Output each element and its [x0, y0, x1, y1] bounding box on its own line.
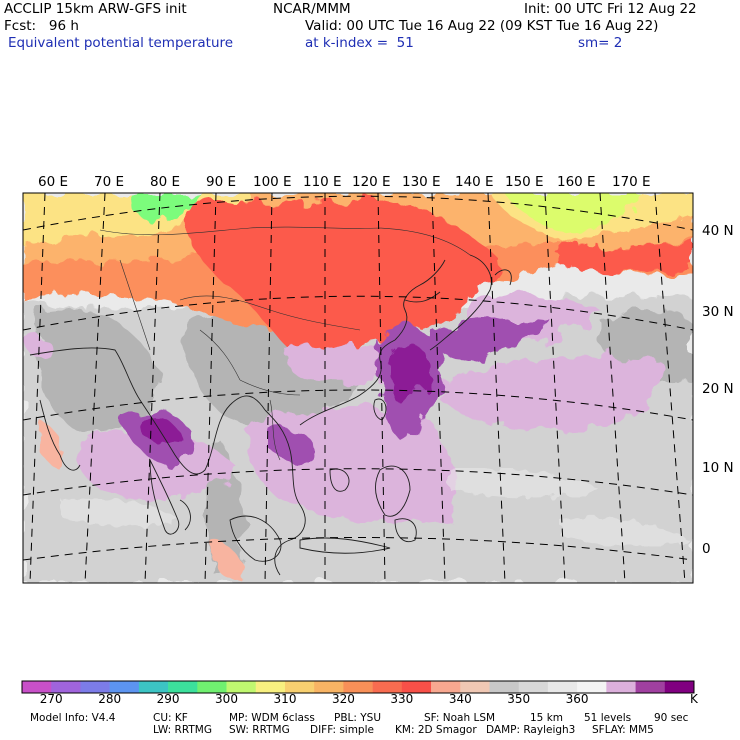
colorbar-cell: [51, 681, 81, 693]
model-info-pbl: PBL: YSU: [334, 712, 382, 724]
model-info-sflay: SFLAY: MM5: [592, 724, 654, 736]
colorbar-tick-label: 340: [449, 692, 472, 706]
lon-label: 110 E: [303, 174, 342, 190]
field-fill: [23, 193, 693, 583]
lat-label: 10 N: [702, 460, 734, 476]
colorbar-tick-label: 310: [274, 692, 297, 706]
forecast-hour: Fcst: 96 h: [4, 18, 79, 34]
k-index: at k-index = 51: [305, 35, 414, 51]
source-label: NCAR/MMM: [273, 1, 351, 17]
lon-label: 70 E: [94, 174, 124, 190]
colorbar-cell: [109, 681, 140, 693]
model-info-cu: CU: KF: [153, 712, 188, 724]
init-time: Init: 00 UTC Fri 12 Aug 22: [524, 1, 697, 17]
colorbar-cell: [577, 681, 607, 693]
model-info-diff: DIFF: simple: [310, 724, 374, 736]
colorbar-tick-label: 350: [507, 692, 530, 706]
colorbar-cell: [255, 681, 286, 693]
colorbar-cell: [518, 681, 549, 693]
colorbar-cell: [372, 681, 403, 693]
lat-label: 30 N: [702, 304, 734, 320]
lon-label: 160 E: [557, 174, 596, 190]
colorbar-tick-label: 290: [157, 692, 180, 706]
valid-time: Valid: 00 UTC Tue 16 Aug 22 (09 KST Tue …: [305, 18, 659, 34]
colorbar-unit: K: [690, 692, 699, 706]
model-title: ACCLIP 15km ARW-GFS init: [4, 1, 187, 17]
colorbar-tick-label: 280: [98, 692, 121, 706]
model-info-mp: MP: WDM 6class: [229, 712, 315, 724]
colorbar-tick-label: 300: [215, 692, 238, 706]
lat-label: 40 N: [702, 223, 734, 239]
colorbar-cell: [401, 681, 432, 693]
colorbar-tick-label: 360: [566, 692, 589, 706]
lon-label: 140 E: [455, 174, 494, 190]
colorbar-cell: [606, 681, 636, 693]
colorbar-cell: [489, 681, 519, 693]
colorbar-frame: [21, 680, 695, 694]
colorbar-cell: [22, 681, 52, 693]
lon-label: 60 E: [38, 174, 68, 190]
colorbar-cell: [314, 681, 344, 693]
colorbar-cell: [168, 681, 198, 693]
colorbar-cell: [343, 681, 373, 693]
colorbar-cell: [80, 681, 110, 693]
lat-label: 0: [702, 541, 711, 557]
lon-label: 100 E: [253, 174, 292, 190]
theta-e-map: 60 E 70 E 80 E 90 E 100 E 110 E 120 E 13…: [22, 174, 734, 584]
smoothing: sm= 2: [578, 35, 623, 51]
lon-label: 150 E: [505, 174, 544, 190]
model-info-version: Model Info: V4.4: [30, 712, 116, 724]
graticule: [23, 193, 693, 583]
model-info-sw: SW: RRTMG: [229, 724, 290, 736]
model-info-dt: 90 sec: [654, 712, 689, 724]
colorbar-tick-label: 270: [40, 692, 63, 706]
colorbar-cell: [635, 681, 666, 693]
colorbar-cell: [138, 681, 169, 693]
colorbar-cell: [226, 681, 257, 693]
colorbar-cell: [284, 681, 315, 693]
lon-label: 130 E: [402, 174, 441, 190]
lat-label: 20 N: [702, 381, 734, 397]
colorbar-cell: [431, 681, 461, 693]
colorbar-cell: [460, 681, 490, 693]
colorbar-cell: [547, 681, 578, 693]
model-info-sf: SF: Noah LSM: [424, 712, 496, 724]
field-name: Equivalent potential temperature: [8, 35, 234, 51]
lon-label: 120 E: [352, 174, 391, 190]
model-info-km: KM: 2D Smagor: [395, 724, 477, 736]
lon-label: 90 E: [206, 174, 236, 190]
model-info-levels: 51 levels: [584, 712, 632, 724]
model-info-lw: LW: RRTMG: [153, 724, 212, 736]
lon-label: 80 E: [150, 174, 180, 190]
model-info-damp: DAMP: Rayleigh3: [486, 724, 576, 736]
map-frame: [22, 192, 694, 584]
colorbar-tick-label: 330: [390, 692, 413, 706]
colorbar-cell: [197, 681, 227, 693]
colorbar-tick-label: 320: [332, 692, 355, 706]
model-info-res: 15 km: [530, 712, 564, 724]
colorbar-cell: [664, 681, 695, 693]
lon-label: 170 E: [612, 174, 651, 190]
